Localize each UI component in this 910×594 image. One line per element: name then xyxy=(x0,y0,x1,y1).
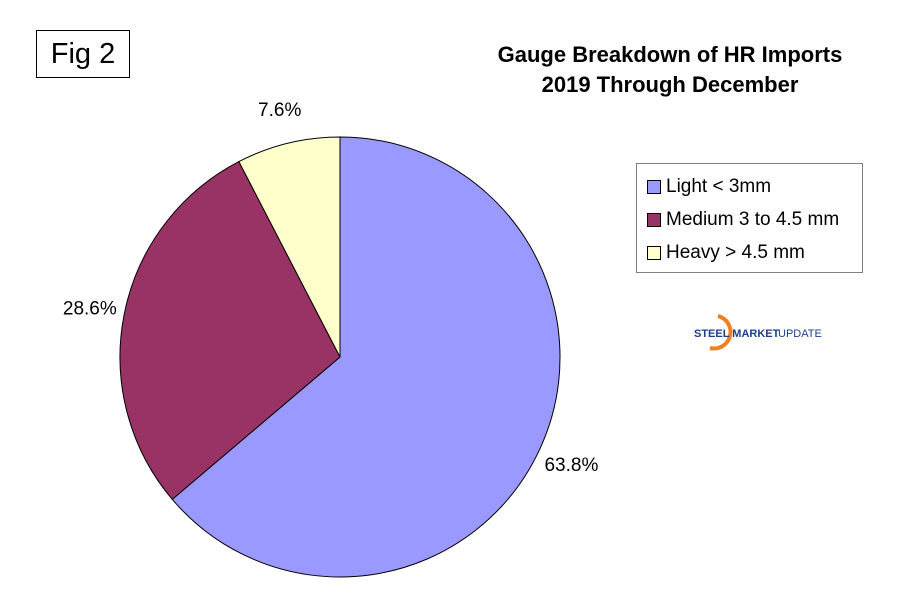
legend-item-heavy: Heavy > 4.5 mm xyxy=(647,236,862,269)
steel-market-update-logo: STEEL MARKET UPDATE xyxy=(680,312,830,352)
data-label-1: 28.6% xyxy=(63,299,117,320)
data-label-0: 63.8% xyxy=(544,455,598,476)
pie-slice-2 xyxy=(238,136,341,358)
legend-label: Medium 3 to 4.5 mm xyxy=(666,208,840,230)
legend-item-light: Light < 3mm xyxy=(647,170,862,203)
legend: Light < 3mm Medium 3 to 4.5 mm Heavy > 4… xyxy=(636,163,863,273)
pie-slice-0 xyxy=(171,136,561,578)
legend-label: Heavy > 4.5 mm xyxy=(666,241,805,263)
legend-label: Light < 3mm xyxy=(666,175,772,197)
chart-subtitle: 2019 Through December xyxy=(541,72,799,97)
pie-slice-1 xyxy=(119,160,341,501)
legend-swatch xyxy=(647,179,661,194)
svg-text:UPDATE: UPDATE xyxy=(778,328,822,340)
logo-swoosh-icon: STEEL MARKET UPDATE xyxy=(694,314,822,351)
legend-swatch xyxy=(647,245,661,260)
chart-title-block: Gauge Breakdown of HR Imports 2019 Throu… xyxy=(450,40,890,100)
chart-title: Gauge Breakdown of HR Imports xyxy=(497,42,843,67)
data-label-2: 7.6% xyxy=(258,100,301,121)
legend-item-medium: Medium 3 to 4.5 mm xyxy=(647,203,862,236)
svg-text:STEEL MARKET: STEEL MARKET xyxy=(694,328,780,340)
figure-label: Fig 2 xyxy=(36,30,130,78)
legend-swatch xyxy=(647,212,661,227)
